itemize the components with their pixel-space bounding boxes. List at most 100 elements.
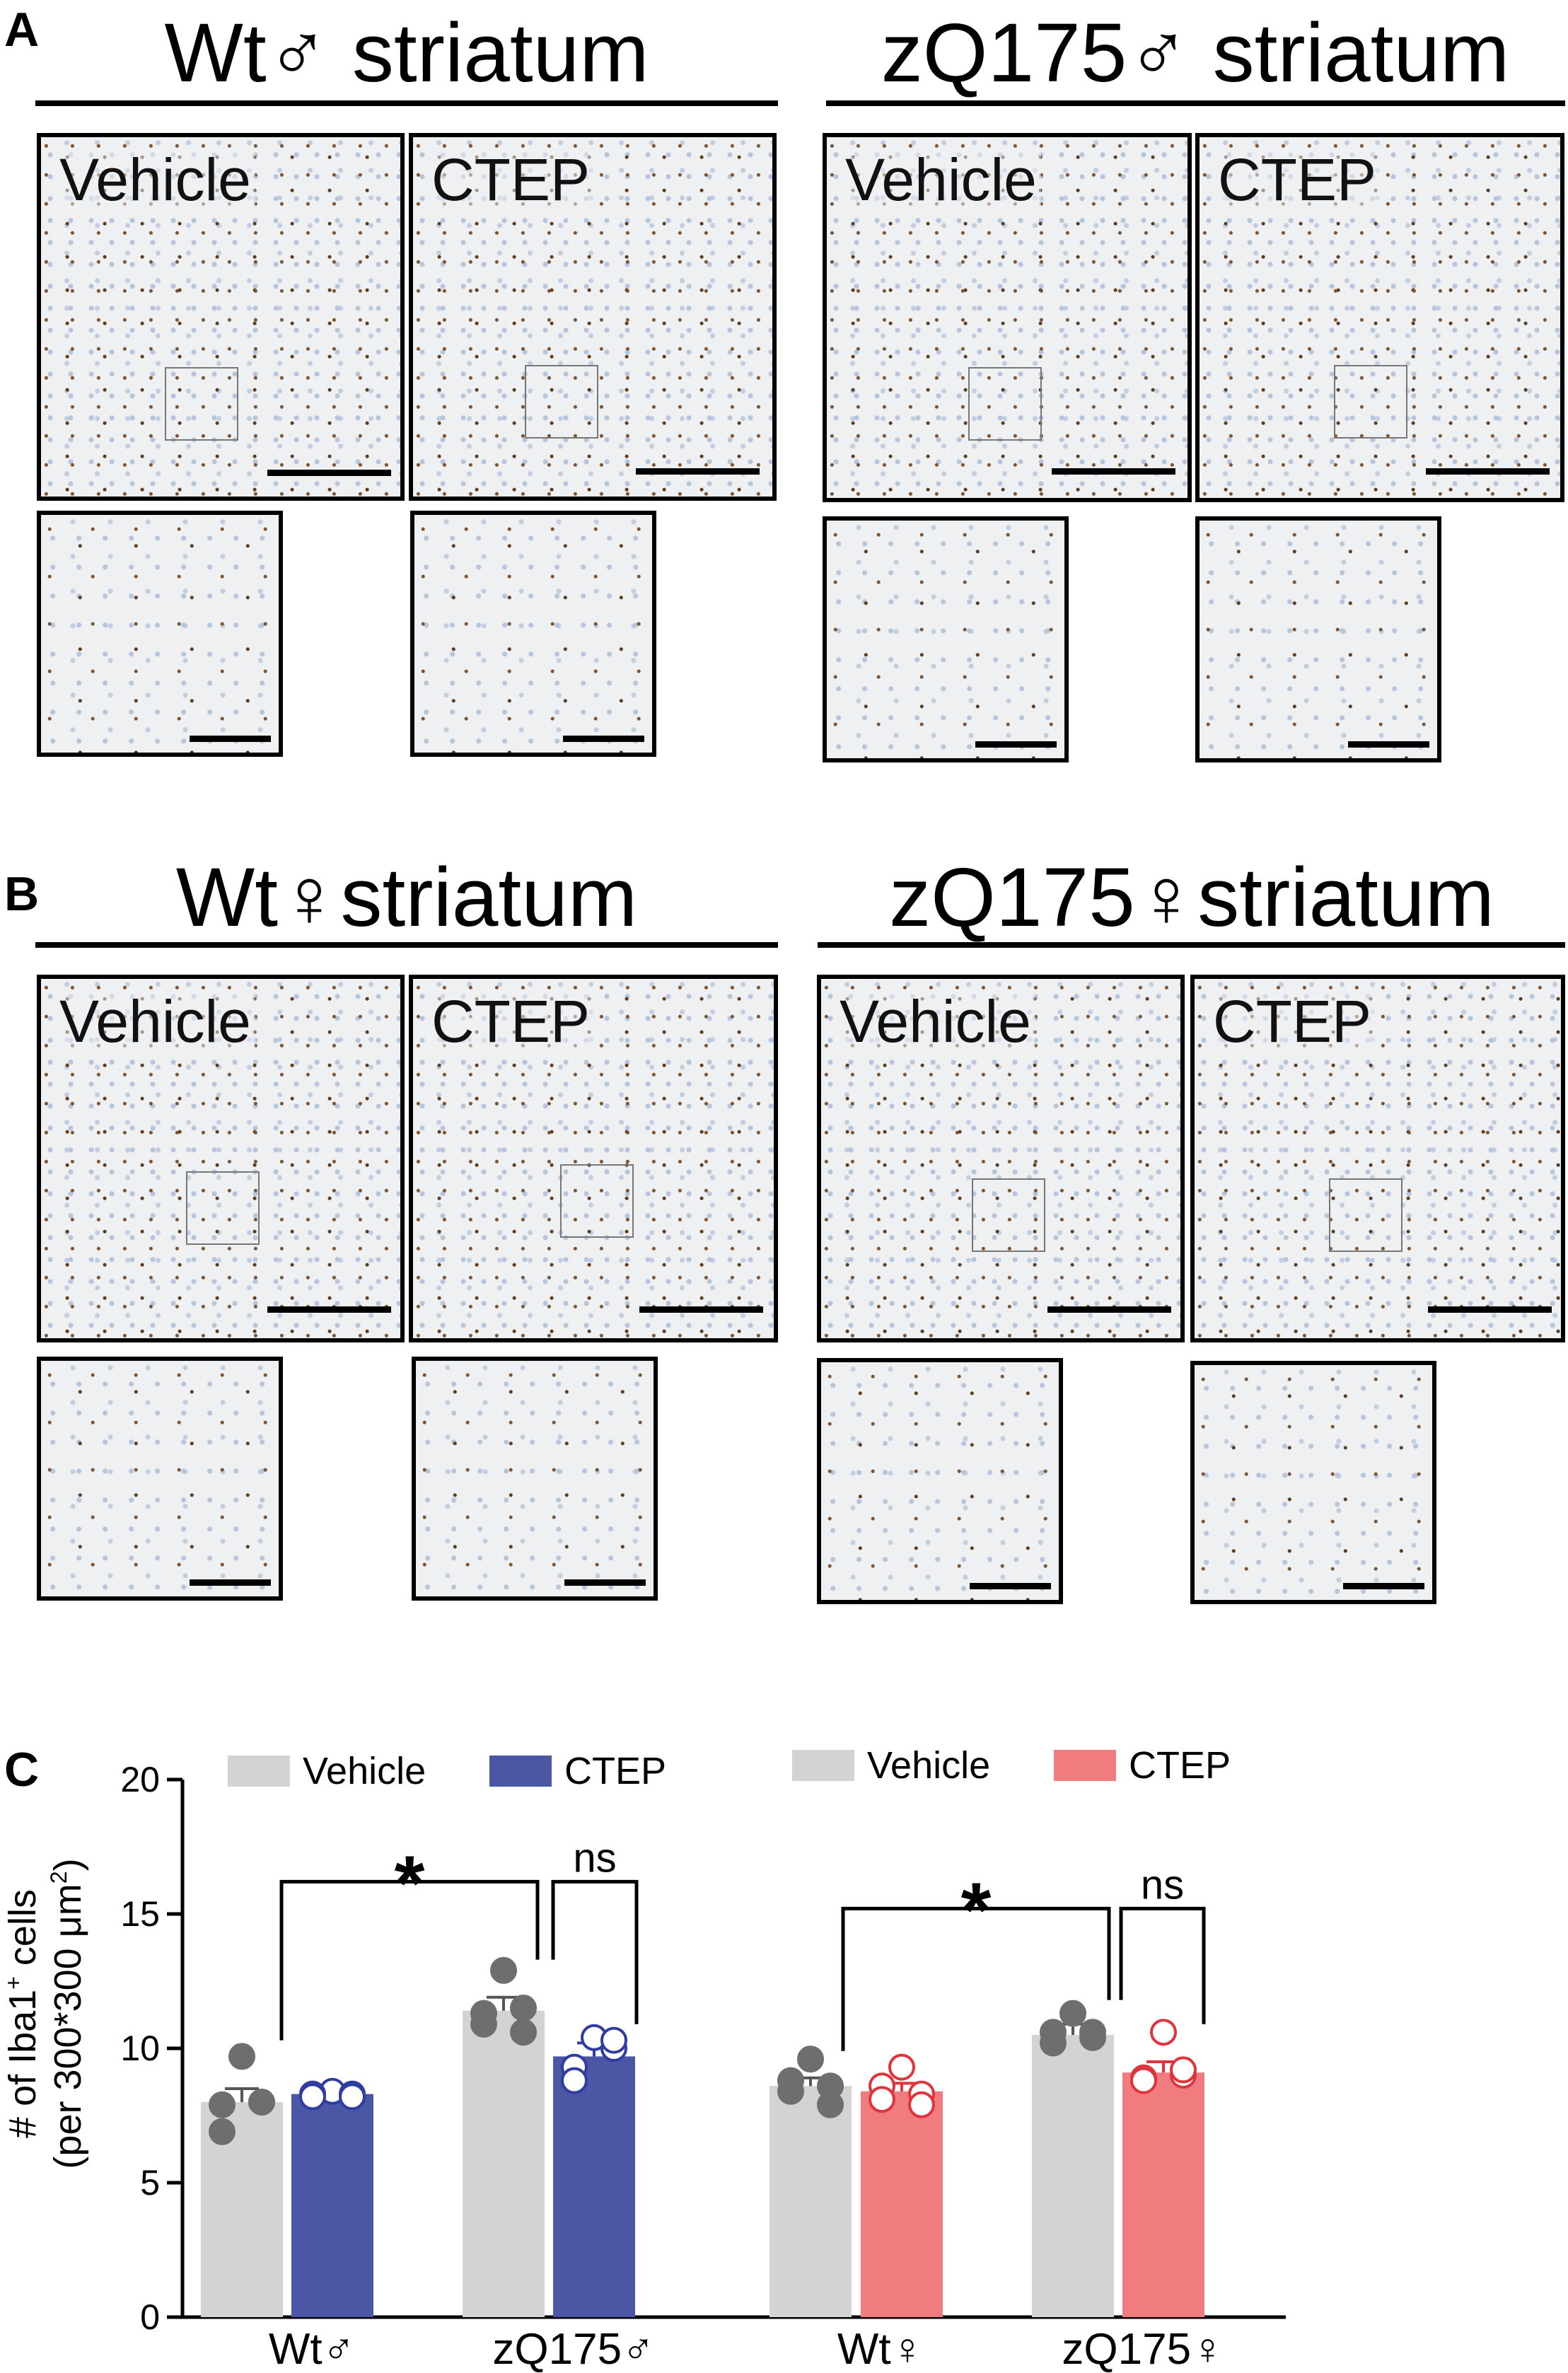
panel-letter-c: C: [4, 1743, 40, 1797]
scale-bar: [267, 470, 391, 476]
x-tick-label: Wt♂: [269, 2325, 355, 2373]
condition-label: CTEP: [1209, 992, 1376, 1051]
legend-label: CTEP: [1129, 1744, 1231, 1787]
y-tick-label: 20: [120, 1760, 160, 1799]
y-axis-title: # of Iba1+ cells (per 300*300 μm2): [1, 1858, 89, 2169]
data-point: [1150, 2019, 1177, 2046]
y-tick-label: 15: [120, 1894, 160, 1934]
condition-label: Vehicle: [55, 992, 255, 1051]
scale-bar: [639, 1306, 763, 1313]
panel-letter-a: A: [4, 3, 40, 57]
data-point: [299, 2083, 326, 2111]
bar: [553, 2056, 635, 2317]
scale-bar: [190, 736, 271, 742]
iba1-bar-chart: # of Iba1+ cells (per 300*300 μm2) 0 5 10 1…: [1, 1744, 1286, 2373]
legend-label: CTEP: [564, 1750, 666, 1792]
data-point: [888, 2053, 915, 2081]
significance-bracket: [841, 1906, 1111, 2051]
y-tick-label: 5: [140, 2163, 160, 2203]
scale-bar: [1426, 468, 1550, 475]
group-rule: [35, 942, 778, 948]
inset-zq175-male-ctep: [1195, 516, 1441, 762]
inset-zq175-female-ctep: [1190, 1361, 1436, 1604]
bar: [463, 2010, 545, 2317]
y-tick-label: 0: [140, 2297, 160, 2337]
inset-zq175-male-vehicle: [823, 516, 1069, 762]
significance-bracket: [279, 1879, 540, 2041]
scale-bar: [563, 736, 644, 742]
scale-bar: [1047, 1306, 1171, 1313]
inset-wt-male-ctep: [410, 511, 656, 757]
micrograph-zq175-female-vehicle: Vehicle: [817, 975, 1185, 1342]
bar: [861, 2091, 943, 2317]
data-point: [209, 2091, 236, 2118]
zoom-region: [165, 367, 238, 441]
scale-bar: [1428, 1306, 1552, 1313]
data-point: [1079, 2024, 1106, 2051]
scale-bar: [636, 468, 760, 475]
scale-bar: [970, 1583, 1051, 1589]
significance-bracket-label: ns: [1141, 1862, 1184, 1908]
scale-bar: [975, 741, 1057, 748]
legend-swatch: [228, 1756, 290, 1787]
significance-bracket: [1119, 1906, 1206, 2024]
data-point: [228, 2043, 255, 2070]
group-title-wt-male: Wt♂ striatum: [164, 6, 649, 100]
micrograph-wt-male-ctep: CTEP: [409, 133, 777, 501]
legend-swatch: [1054, 1750, 1116, 1781]
bar: [291, 2094, 373, 2317]
zoom-region: [972, 1178, 1045, 1252]
y-axis-title-line1: # of Iba1+ cells: [1, 1889, 44, 2138]
micrograph-zq175-female-ctep: CTEP: [1190, 975, 1565, 1342]
scale-bar: [564, 1579, 646, 1586]
inset-wt-male-vehicle: [37, 511, 283, 757]
data-point: [248, 2089, 275, 2116]
zoom-region: [1329, 1178, 1403, 1252]
micrograph-wt-male-vehicle: Vehicle: [37, 133, 405, 501]
data-point: [869, 2086, 895, 2113]
group-rule: [818, 942, 1565, 948]
data-point: [600, 2026, 627, 2054]
zoom-region: [525, 365, 598, 439]
inset-wt-female-vehicle: [37, 1357, 283, 1601]
data-point: [209, 2118, 236, 2145]
data-point: [908, 2091, 935, 2118]
data-point: [1040, 2029, 1067, 2057]
scale-bar: [1052, 468, 1175, 475]
group-title-zq175-female: zQ175♀striatum: [889, 851, 1494, 944]
zoom-region: [560, 1164, 634, 1238]
significance-bracket: [551, 1879, 639, 2024]
x-tick-label: Wt♀: [837, 2325, 924, 2373]
condition-label: CTEP: [427, 992, 595, 1051]
significance-bracket-label: ns: [573, 1835, 616, 1881]
data-point: [1059, 2000, 1086, 2027]
data-point: [510, 2019, 537, 2046]
condition-label: CTEP: [1214, 150, 1381, 209]
group-title-wt-female: Wt♀striatum: [175, 851, 638, 944]
micrograph-wt-female-ctep: CTEP: [409, 975, 778, 1342]
legend-label: Vehicle: [867, 1744, 990, 1787]
x-tick-label: zQ175♂: [492, 2325, 654, 2373]
zoom-region: [1334, 365, 1407, 439]
legend-label: Vehicle: [303, 1750, 426, 1792]
y-tick-label: 10: [120, 2029, 160, 2068]
scale-bar: [190, 1579, 271, 1586]
zoom-region: [186, 1171, 260, 1245]
group-rule: [826, 100, 1565, 106]
condition-label: CTEP: [427, 150, 595, 209]
bar: [770, 2086, 852, 2317]
legend-swatch: [792, 1750, 854, 1781]
data-point: [470, 2010, 497, 2038]
condition-label: Vehicle: [55, 150, 255, 209]
y-axis-title-line2: (per 300*300 μm2): [46, 1858, 89, 2169]
data-point: [339, 2083, 366, 2111]
bar: [1122, 2072, 1204, 2317]
bar: [1032, 2035, 1114, 2317]
data-point: [561, 2067, 588, 2094]
scale-bar: [267, 1306, 391, 1313]
data-point: [490, 1956, 517, 1984]
x-tick-label: zQ175♀: [1062, 2325, 1224, 2373]
data-point: [1130, 2067, 1157, 2094]
scale-bar: [1343, 1583, 1424, 1589]
data-point: [1170, 2056, 1197, 2084]
